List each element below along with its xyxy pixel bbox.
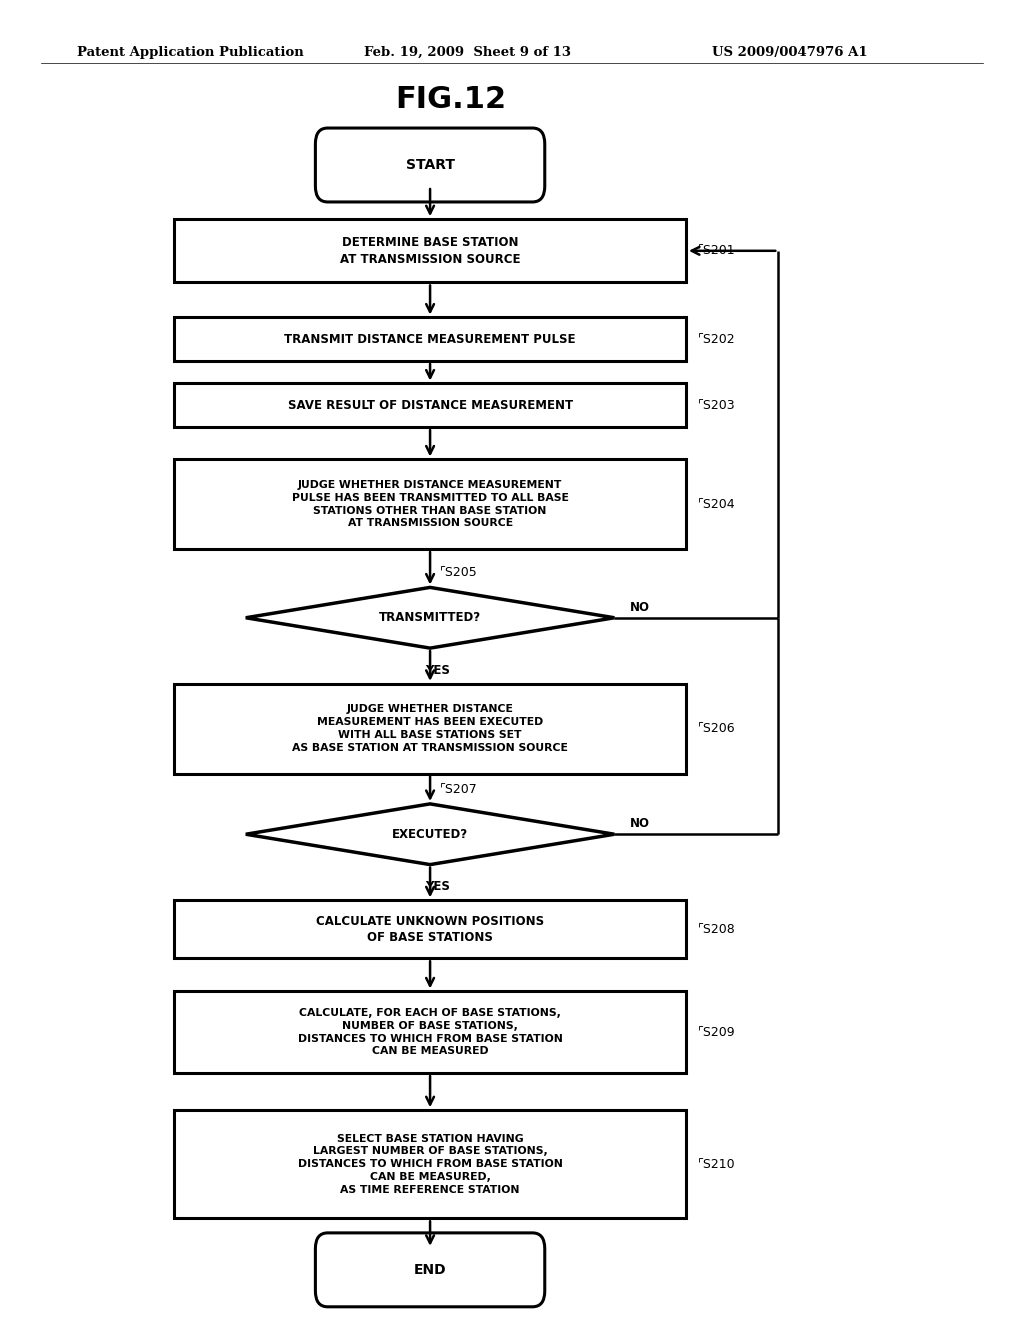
Text: ⌜S203: ⌜S203 bbox=[698, 399, 736, 412]
Text: NO: NO bbox=[630, 601, 650, 614]
Text: ⌜S208: ⌜S208 bbox=[698, 923, 736, 936]
FancyBboxPatch shape bbox=[174, 383, 686, 428]
Text: ⌜S202: ⌜S202 bbox=[698, 333, 736, 346]
FancyBboxPatch shape bbox=[315, 1233, 545, 1307]
Text: FIG.12: FIG.12 bbox=[395, 84, 506, 114]
Text: US 2009/0047976 A1: US 2009/0047976 A1 bbox=[712, 46, 867, 59]
Text: JUDGE WHETHER DISTANCE MEASUREMENT
PULSE HAS BEEN TRANSMITTED TO ALL BASE
STATIO: JUDGE WHETHER DISTANCE MEASUREMENT PULSE… bbox=[292, 480, 568, 528]
Text: ⌜S205: ⌜S205 bbox=[440, 566, 478, 579]
FancyBboxPatch shape bbox=[174, 991, 686, 1073]
Text: SELECT BASE STATION HAVING
LARGEST NUMBER OF BASE STATIONS,
DISTANCES TO WHICH F: SELECT BASE STATION HAVING LARGEST NUMBE… bbox=[298, 1134, 562, 1195]
Text: ⌜S204: ⌜S204 bbox=[698, 498, 736, 511]
Text: YES: YES bbox=[425, 880, 450, 894]
Text: SAVE RESULT OF DISTANCE MEASUREMENT: SAVE RESULT OF DISTANCE MEASUREMENT bbox=[288, 399, 572, 412]
Text: JUDGE WHETHER DISTANCE
MEASUREMENT HAS BEEN EXECUTED
WITH ALL BASE STATIONS SET
: JUDGE WHETHER DISTANCE MEASUREMENT HAS B… bbox=[292, 705, 568, 752]
Text: Patent Application Publication: Patent Application Publication bbox=[77, 46, 303, 59]
Text: TRANSMITTED?: TRANSMITTED? bbox=[379, 611, 481, 624]
Text: CALCULATE UNKNOWN POSITIONS
OF BASE STATIONS: CALCULATE UNKNOWN POSITIONS OF BASE STAT… bbox=[316, 915, 544, 944]
FancyBboxPatch shape bbox=[174, 459, 686, 549]
Text: DETERMINE BASE STATION
AT TRANSMISSION SOURCE: DETERMINE BASE STATION AT TRANSMISSION S… bbox=[340, 236, 520, 265]
Text: ⌜S209: ⌜S209 bbox=[698, 1026, 736, 1039]
Text: ⌜S210: ⌜S210 bbox=[698, 1158, 736, 1171]
Text: ⌜S206: ⌜S206 bbox=[698, 722, 736, 735]
FancyBboxPatch shape bbox=[174, 684, 686, 774]
Text: END: END bbox=[414, 1263, 446, 1276]
FancyBboxPatch shape bbox=[315, 128, 545, 202]
FancyBboxPatch shape bbox=[174, 1110, 686, 1218]
FancyBboxPatch shape bbox=[174, 317, 686, 360]
Text: EXECUTED?: EXECUTED? bbox=[392, 828, 468, 841]
Text: ⌜S207: ⌜S207 bbox=[440, 783, 478, 796]
Text: Feb. 19, 2009  Sheet 9 of 13: Feb. 19, 2009 Sheet 9 of 13 bbox=[364, 46, 570, 59]
Text: NO: NO bbox=[630, 817, 650, 830]
Text: YES: YES bbox=[425, 664, 450, 677]
FancyBboxPatch shape bbox=[174, 219, 686, 282]
Text: CALCULATE, FOR EACH OF BASE STATIONS,
NUMBER OF BASE STATIONS,
DISTANCES TO WHIC: CALCULATE, FOR EACH OF BASE STATIONS, NU… bbox=[298, 1008, 562, 1056]
Text: TRANSMIT DISTANCE MEASUREMENT PULSE: TRANSMIT DISTANCE MEASUREMENT PULSE bbox=[285, 333, 575, 346]
FancyBboxPatch shape bbox=[174, 900, 686, 958]
Text: ⌜S201: ⌜S201 bbox=[698, 244, 736, 257]
Polygon shape bbox=[246, 804, 614, 865]
Polygon shape bbox=[246, 587, 614, 648]
Text: START: START bbox=[406, 158, 455, 172]
